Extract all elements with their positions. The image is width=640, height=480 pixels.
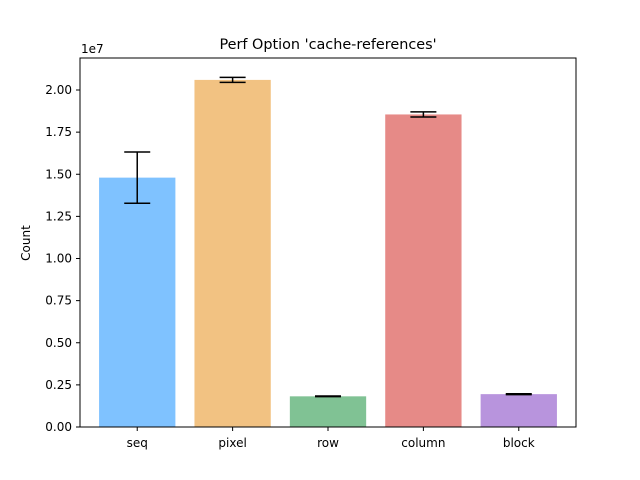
bar-pixel bbox=[194, 79, 271, 428]
y-axis-offset-label: 1e7 bbox=[81, 42, 104, 56]
y-axis: 0.00 0.25 0.50 0.75 1.00 1.25 1.50 1.75 2.00 bbox=[45, 83, 80, 434]
y-tick-label: 2.00 bbox=[45, 83, 72, 97]
error-bar-row bbox=[315, 395, 341, 398]
bar-row bbox=[289, 396, 367, 427]
y-tick-label: 0.25 bbox=[45, 378, 72, 392]
x-tick-label-seq: seq bbox=[127, 436, 148, 450]
bar-seq bbox=[99, 177, 176, 427]
bar-column bbox=[385, 114, 462, 427]
error-bar-seq bbox=[124, 151, 151, 204]
error-bar-pixel bbox=[219, 76, 246, 84]
y-tick-label: 1.25 bbox=[45, 209, 72, 223]
x-tick-label-pixel: pixel bbox=[218, 436, 246, 450]
bars-group bbox=[99, 79, 557, 428]
error-bars-group bbox=[124, 76, 532, 398]
error-bar-block bbox=[505, 392, 532, 396]
y-tick-label: 1.50 bbox=[45, 167, 72, 181]
y-axis-label: Count bbox=[19, 225, 33, 261]
plot-frame bbox=[79, 57, 577, 428]
error-bar-column bbox=[410, 111, 437, 118]
bar-block bbox=[480, 394, 557, 427]
chart-title: Perf Option 'cache-references' bbox=[219, 37, 436, 53]
y-tick-label: 1.00 bbox=[45, 252, 72, 266]
x-tick-label-block: block bbox=[503, 436, 535, 450]
x-tick-label-row: row bbox=[317, 436, 339, 450]
x-axis: seq pixel row column block bbox=[127, 427, 535, 450]
y-tick-label: 0.50 bbox=[45, 336, 72, 350]
y-tick-label: 1.75 bbox=[45, 125, 72, 139]
y-tick-label: 0.00 bbox=[45, 420, 72, 434]
y-tick-label: 0.75 bbox=[45, 294, 72, 308]
x-tick-label-column: column bbox=[401, 436, 445, 450]
